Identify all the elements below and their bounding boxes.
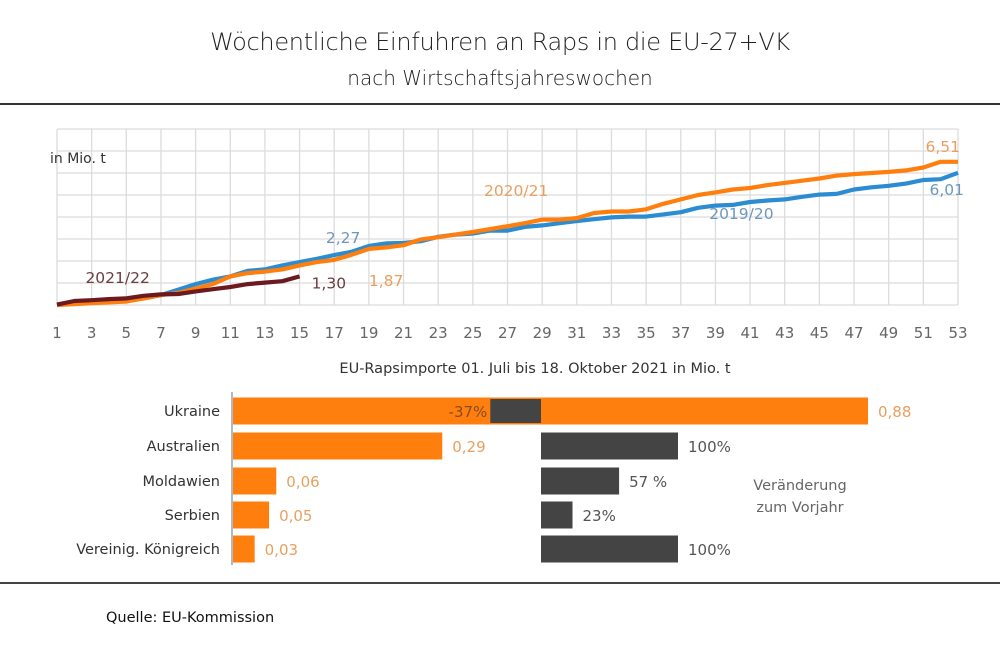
change-value-label: 100% [688, 541, 731, 559]
bottom-divider [0, 582, 1000, 584]
mid-label-2020-21: 1,87 [369, 272, 404, 290]
change-title-line2: zum Vorjahr [756, 500, 843, 516]
bar-chart: EU-Rapsimporte 01. Juli bis 18. Oktober … [76, 361, 911, 565]
import-bar [233, 432, 443, 460]
end-label-2020-21: 6,51 [925, 138, 960, 156]
series-name-label-2021-22: 2021/22 [85, 269, 149, 287]
x-tick-label: 43 [775, 324, 794, 342]
change-bar [541, 535, 678, 563]
change-bar [541, 501, 573, 529]
end-label-2021-22: 1,30 [312, 274, 347, 292]
x-tick-label: 47 [844, 324, 863, 342]
category-label: Australien [147, 439, 220, 455]
import-value-label: 0,05 [279, 507, 312, 525]
x-tick-label: 41 [741, 324, 760, 342]
category-label: Vereinig. Königreich [76, 542, 220, 558]
bar-chart-title: EU-Rapsimporte 01. Juli bis 18. Oktober … [339, 361, 730, 377]
x-tick-label: 25 [463, 324, 482, 342]
x-tick-label: 9 [191, 324, 201, 342]
series-lines [56, 159, 959, 308]
grid [56, 128, 959, 306]
series-labels: 6,51 6,01 1,30 2,27 1,87 2021/22 2020/21 2019/2… [85, 138, 964, 293]
mid-label-2019-20: 2,27 [326, 229, 361, 247]
change-value-label: -37% [449, 403, 488, 421]
x-axis-ticks: 1 3 5 7 9 11 13 15 17 19 21 23 25 27 29 31 33 35 37 39 41 43 4… [52, 324, 967, 342]
x-tick-label: 1 [52, 324, 62, 342]
category-label: Moldawien [143, 474, 221, 490]
x-tick-label: 13 [255, 324, 274, 342]
x-tick-label: 19 [359, 324, 378, 342]
x-tick-label: 33 [602, 324, 621, 342]
import-bar [233, 535, 255, 563]
x-tick-label: 31 [567, 324, 586, 342]
x-tick-label: 17 [325, 324, 344, 342]
x-tick-label: 27 [498, 324, 517, 342]
category-label: Ukraine [164, 404, 220, 420]
x-tick-label: 3 [87, 324, 97, 342]
import-bar [233, 467, 277, 495]
import-bar [233, 501, 270, 529]
x-tick-label: 45 [810, 324, 829, 342]
x-tick-label: 23 [429, 324, 448, 342]
change-value-label: 57 % [629, 473, 667, 491]
chart-subtitle: nach Wirtschaftsjahreswochen [347, 66, 653, 90]
source-note: Quelle: EU-Kommission [106, 610, 275, 626]
line-chart: in Mio. t 1 3 5 7 9 11 13 15 17 19 21 23 25 27 29 31 33 3… [50, 128, 968, 342]
change-bar [490, 399, 541, 423]
x-tick-label: 29 [533, 324, 552, 342]
category-label: Serbien [165, 508, 220, 524]
import-bar [233, 397, 868, 425]
x-tick-label: 51 [914, 324, 933, 342]
x-tick-label: 35 [637, 324, 656, 342]
x-tick-label: 53 [948, 324, 967, 342]
change-bar [541, 432, 678, 460]
chart-title: Wöchentliche Einfuhren an Raps in die EU… [210, 28, 790, 56]
end-label-2019-20: 6,01 [929, 181, 964, 199]
change-title-line1: Veränderung [753, 478, 846, 494]
import-value-label: 0,06 [286, 473, 319, 491]
change-value-label: 100% [688, 438, 731, 456]
x-tick-label: 21 [394, 324, 413, 342]
change-value-label: 23% [583, 507, 616, 525]
x-tick-label: 37 [671, 324, 690, 342]
change-bar [541, 467, 620, 495]
import-value-label: 0,88 [878, 403, 911, 421]
series-line-2021-22 [56, 274, 301, 307]
x-tick-label: 39 [706, 324, 725, 342]
series-line-2019-20 [56, 170, 959, 307]
x-tick-label: 7 [156, 324, 166, 342]
bars: Ukraine 0,88 -37% Australien 0,29 100% Moldawi… [76, 397, 911, 563]
x-tick-label: 49 [879, 324, 898, 342]
x-tick-label: 15 [290, 324, 309, 342]
series-name-label-2020-21: 2020/21 [484, 182, 548, 200]
y-axis-label: in Mio. t [50, 151, 106, 167]
series-line-2020-21 [56, 159, 958, 308]
x-tick-label: 5 [122, 324, 132, 342]
import-value-label: 0,03 [265, 541, 298, 559]
top-divider [0, 103, 1000, 105]
import-value-label: 0,29 [452, 438, 485, 456]
x-tick-label: 11 [221, 324, 240, 342]
series-name-label-2019-20: 2019/20 [709, 205, 773, 223]
